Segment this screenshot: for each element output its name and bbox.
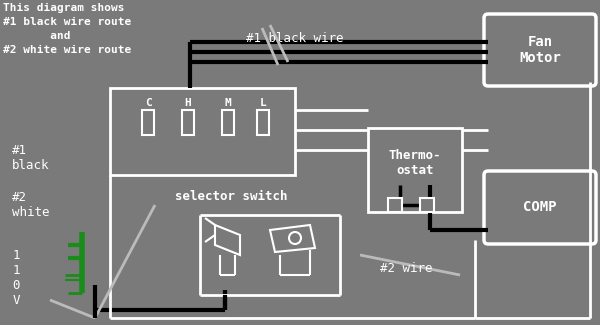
Text: C: C [145, 98, 151, 108]
Bar [420, 198, 434, 212]
Text: #2 wire: #2 wire [380, 262, 433, 275]
Text: Fan
Motor: Fan Motor [519, 35, 561, 65]
Text: Thermo-
ostat: Thermo- ostat [389, 149, 441, 177]
Bar [388, 198, 402, 212]
Text: #1
black: #1 black [12, 144, 49, 172]
Text: #2
white: #2 white [12, 191, 49, 219]
Text: L: L [260, 98, 266, 108]
Bar [182, 110, 194, 135]
Polygon shape [270, 225, 315, 252]
Text: #1 black wire: #1 black wire [246, 32, 344, 45]
Text: 1
1
0
V: 1 1 0 V [12, 249, 20, 307]
Text: This diagram shows
#1 black wire route
       and
#2 white wire route: This diagram shows #1 black wire route a… [3, 3, 131, 55]
Bar [142, 110, 154, 135]
Text: COMP: COMP [523, 200, 557, 214]
Bar [222, 110, 234, 135]
Text: H: H [185, 98, 191, 108]
Bar [368, 128, 462, 212]
Text: M: M [224, 98, 232, 108]
Polygon shape [215, 225, 240, 255]
Text: selector switch: selector switch [175, 190, 287, 203]
FancyBboxPatch shape [484, 14, 596, 86]
Circle shape [289, 232, 301, 244]
Bar [257, 110, 269, 135]
FancyBboxPatch shape [484, 171, 596, 244]
Bar [110, 88, 295, 175]
